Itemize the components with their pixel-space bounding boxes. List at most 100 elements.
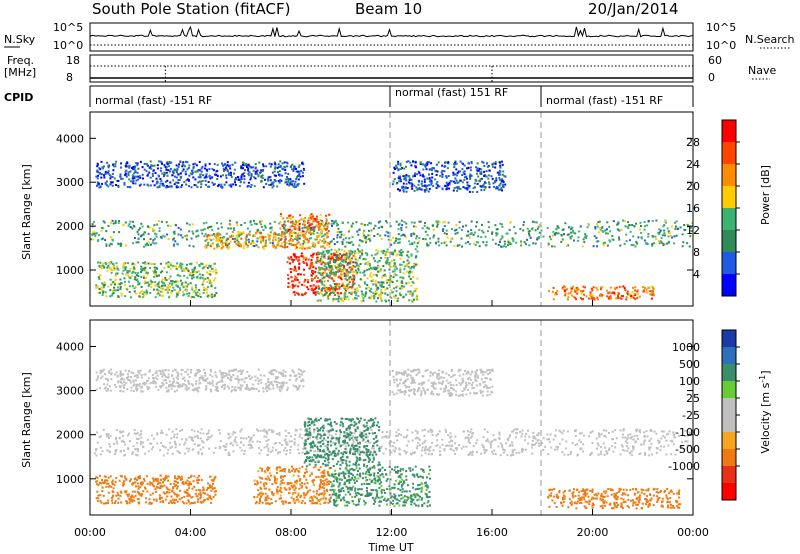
scatter-cell [182,168,185,171]
scatter-cell [190,262,193,265]
scatter-cell [184,441,187,444]
scatter-cell [291,260,294,263]
scatter-cell [293,291,296,294]
station-title: South Pole Station (fitACF) [92,0,290,18]
scatter-cell [632,438,635,441]
scatter-cell [330,222,333,225]
scatter-cell [288,242,291,245]
scatter-cell [176,371,179,374]
scatter-cell [100,377,103,380]
scatter-cell [652,290,654,293]
scatter-cell [294,223,297,226]
scatter-cell [607,292,610,295]
scatter-cell [316,218,319,220]
scatter-cell [190,296,193,299]
scatter-cell [159,286,162,289]
scatter-cell [445,188,448,190]
scatter-cell [152,270,155,273]
scatter-cell [295,256,298,259]
scatter-cell [173,440,176,443]
scatter-cell [428,227,430,230]
scatter-cell [344,237,347,240]
scatter-cell [424,222,426,225]
scatter-cell [271,446,274,449]
scatter-cell [369,264,371,267]
scatter-cell [352,261,355,264]
scatter-cell [155,177,158,180]
scatter-cell [283,439,286,442]
scatter-cell [128,432,131,435]
scatter-cell [407,181,410,184]
scatter-cell [105,389,108,392]
scatter-cell [295,221,297,224]
scatter-cell [303,224,306,226]
scatter-cell [461,181,464,184]
scatter-cell [423,224,426,227]
scatter-cell [657,231,660,234]
scatter-cell [105,433,108,436]
scatter-cell [212,183,215,186]
scatter-cell [487,230,489,233]
scatter-cell [110,373,113,376]
scatter-cell [184,160,187,163]
scatter-cell [470,220,473,223]
scatter-cell [324,268,327,271]
scatter-cell [640,225,642,227]
scatter-cell [411,294,414,297]
scatter-cell [625,233,628,236]
scatter-cell [297,285,300,288]
scatter-cell [167,390,170,393]
scatter-cell [413,298,415,301]
scatter-cell [115,449,118,452]
scatter-cell [302,235,305,238]
scatter-cell [601,285,604,288]
scatter-cell [653,430,656,433]
scatter-cell [198,273,201,276]
scatter-cell [417,441,420,444]
scatter-cell [272,233,275,236]
scatter-cell [302,167,305,170]
scatter-cell [161,184,164,187]
scatter-cell [390,275,392,277]
scatter-cell [446,183,449,186]
scatter-cell [197,368,200,371]
scatter-cell [406,434,409,437]
scatter-cell [278,222,281,225]
scatter-cell [645,430,648,433]
scatter-cell [225,232,228,235]
scatter-cell [176,262,179,265]
scatter-cell [420,454,423,457]
scatter-cell [277,241,280,244]
scatter-cell [117,283,120,285]
scatter-cell [408,275,411,278]
scatter-cell [567,296,570,299]
scatter-cell [618,229,621,232]
scatter-cell [411,431,414,434]
scatter-cell [639,221,642,224]
scatter-cell [281,232,284,235]
scatter-cell [173,237,176,240]
scatter-cell [163,278,166,281]
scatter-cell [606,451,609,454]
scatter-cell [117,186,120,188]
scatter-cell [368,289,371,292]
scatter-cell [358,257,361,259]
scatter-cell [209,436,212,439]
scatter-cell [599,293,602,296]
scatter-cell [122,390,125,393]
scatter-cell [117,286,120,289]
scatter-cell [122,435,124,437]
scatter-cell [367,234,370,237]
scatter-cell [247,163,250,166]
scatter-cell [416,298,419,301]
scatter-cell [590,293,593,296]
scatter-cell [390,243,393,246]
scatter-cell [277,237,280,240]
scatter-cell [208,238,211,241]
scatter-cell [240,224,243,226]
scatter-cell [120,294,123,297]
scatter-cell [210,225,213,228]
scatter-cell [167,185,170,188]
scatter-cell [314,218,317,220]
scatter-cell [569,236,572,238]
